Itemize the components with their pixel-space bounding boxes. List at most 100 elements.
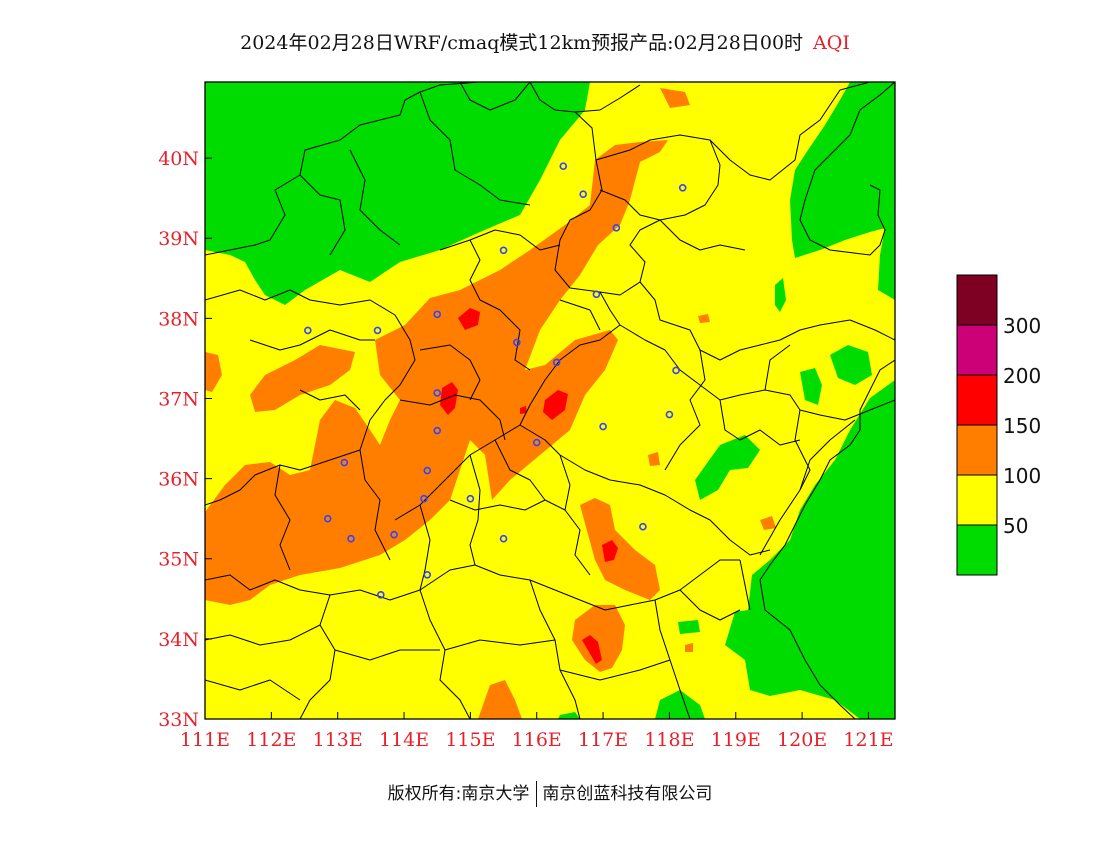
lat-tick-label: 36N <box>158 469 199 491</box>
city-marker <box>579 190 587 198</box>
aqi-good-region-north <box>205 82 590 305</box>
city-marker <box>678 183 687 192</box>
city-marker <box>513 338 521 347</box>
lon-tick-label: 116E <box>512 729 562 751</box>
aqi-sensitive-dot-2 <box>648 452 660 466</box>
legend-label: 150 <box>1003 414 1041 438</box>
lon-tick-label: 118E <box>644 729 694 751</box>
lon-tick-label: 119E <box>711 729 761 751</box>
lat-tick-label: 33N <box>158 709 199 731</box>
city-marker <box>599 422 607 431</box>
lon-tick-label: 114E <box>379 729 429 751</box>
city-marker <box>340 458 349 467</box>
city-marker <box>423 570 432 579</box>
aqi-sensitive-west-arm <box>250 345 355 412</box>
aqi-sensitive-north-blob <box>660 88 690 108</box>
city-marker <box>552 358 561 367</box>
city-markers <box>304 162 687 599</box>
aqi-field <box>205 82 895 719</box>
city-marker <box>592 290 601 299</box>
lon-tick-label: 121E <box>843 729 893 751</box>
map-frame <box>204 81 896 720</box>
aqi-unhealthy-spot-6 <box>582 635 602 664</box>
lon-tick-label: 112E <box>246 729 296 751</box>
aqi-unhealthy-spot-2 <box>440 382 458 415</box>
city-marker <box>323 514 332 523</box>
city-marker <box>377 591 385 599</box>
city-marker <box>639 522 647 531</box>
aqi-unhealthy-spot-5 <box>602 540 618 562</box>
lat-tick-label: 35N <box>158 549 199 571</box>
city-marker <box>420 494 428 503</box>
lat-tick-label: 37N <box>158 388 199 410</box>
aqi-good-patch-1 <box>830 345 872 385</box>
footer-separator <box>536 781 538 807</box>
copyright-owner: 版权所有:南京大学 <box>387 784 530 804</box>
title-main: 2024年02月28日WRF/cmaq模式12km预报产品:02月28日00时 <box>240 32 804 54</box>
city-marker <box>665 410 674 419</box>
city-marker <box>672 366 680 375</box>
city-marker <box>466 494 475 503</box>
coastline <box>759 82 895 719</box>
aqi-good-patch-7 <box>558 712 580 719</box>
admin-boundaries <box>205 82 895 719</box>
map-axes: 111E 112E 113E 114E 115E 116E 117E 118E 119E 120E… <box>158 148 893 751</box>
legend-label: 50 <box>1003 514 1028 538</box>
lon-tick-label: 111E <box>180 729 230 751</box>
legend-label: 100 <box>1003 464 1041 488</box>
aqi-sensitive-south-2 <box>478 680 522 719</box>
aqi-sensitive-dot-3 <box>698 314 710 323</box>
city-marker <box>347 534 355 543</box>
legend-swatch <box>956 424 998 476</box>
aqi-good-region-northeast <box>790 82 895 300</box>
city-marker <box>423 466 432 475</box>
legend-swatch <box>956 374 998 426</box>
lon-tick-label: 115E <box>445 729 495 751</box>
aqi-sensitive-south-1 <box>572 605 625 672</box>
aqi-good-patch-6 <box>655 690 705 719</box>
page-title: 2024年02月28日WRF/cmaq模式12km预报产品:02月28日00时 A… <box>0 28 1090 55</box>
city-marker <box>304 326 312 335</box>
city-marker <box>499 534 508 543</box>
copyright-company: 南京创蓝科技有限公司 <box>542 784 713 804</box>
city-marker <box>499 246 508 255</box>
aqi-good-patch-5 <box>678 620 700 634</box>
aqi-sensitive-main-belt <box>205 140 668 605</box>
copyright-footer: 版权所有:南京大学 南京创蓝科技有限公司 <box>0 779 1100 807</box>
aqi-good-patch-3 <box>695 435 760 500</box>
lat-tick-label: 39N <box>158 228 199 250</box>
aqi-sensitive-east-dot <box>760 516 776 530</box>
lat-tick-label: 40N <box>158 148 199 170</box>
aqi-unhealthy-spot-1 <box>458 308 480 330</box>
legend-swatch <box>956 524 998 576</box>
city-marker <box>559 162 568 170</box>
legend-swatch <box>956 474 998 526</box>
aqi-sensitive-southeast <box>580 498 660 600</box>
aqi-sensitive-west-edge <box>205 352 222 392</box>
lat-tick-label: 34N <box>158 629 199 651</box>
aqi-good-region-coast <box>725 380 895 719</box>
aqi-sensitive-dot-4 <box>685 643 693 652</box>
lon-tick-label: 117E <box>578 729 628 751</box>
city-marker <box>433 426 442 435</box>
legend-swatch <box>956 274 998 326</box>
city-marker <box>433 389 442 397</box>
aqi-good-patch-4 <box>775 278 786 312</box>
legend-label: 300 <box>1003 314 1041 338</box>
title-aqi-label: AQI <box>813 32 850 54</box>
aqi-unhealthy-spot-3 <box>543 390 568 420</box>
aqi-good-patch-2 <box>800 368 822 405</box>
legend-swatch <box>956 324 998 376</box>
aqi-unhealthy-spot-4 <box>520 406 527 414</box>
lat-tick-label: 38N <box>158 308 199 330</box>
lon-tick-label: 113E <box>313 729 363 751</box>
city-marker <box>433 310 442 319</box>
aqi-legend: 50 100 150 200 300 <box>956 274 1041 576</box>
legend-label: 200 <box>1003 364 1041 388</box>
city-marker <box>532 438 541 447</box>
lon-tick-label: 120E <box>777 729 827 751</box>
city-marker <box>390 530 398 539</box>
city-marker <box>612 224 621 232</box>
city-marker <box>373 326 382 335</box>
